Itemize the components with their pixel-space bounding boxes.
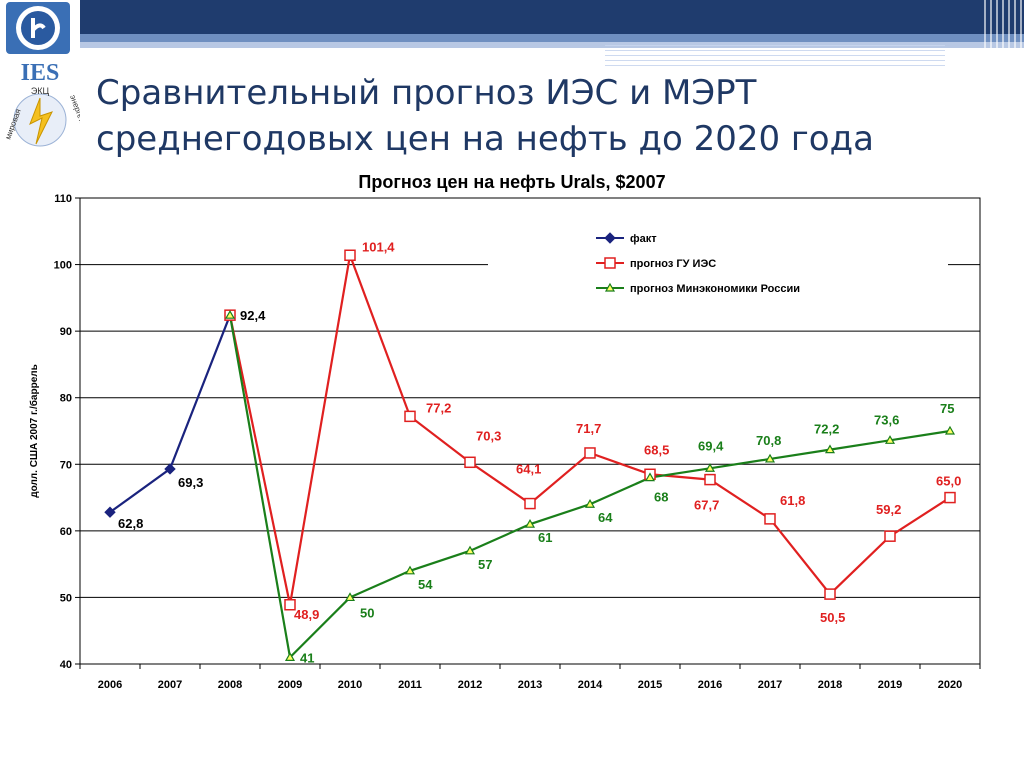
y-tick-label: 80 xyxy=(60,393,72,405)
data-point xyxy=(584,447,596,459)
y-tick-label: 60 xyxy=(60,526,72,538)
x-tick-label: 2014 xyxy=(578,679,603,691)
x-tick-label: 2010 xyxy=(338,679,362,691)
data-point xyxy=(824,444,836,454)
data-label: 75 xyxy=(940,401,954,416)
legend-marker xyxy=(604,257,616,269)
y-tick-label: 70 xyxy=(60,459,72,471)
header-bar-accent xyxy=(80,34,1024,42)
logo-ekc-text: ЭКЦ xyxy=(31,86,50,96)
x-tick-label: 2020 xyxy=(938,679,962,691)
data-point xyxy=(944,425,956,435)
data-point xyxy=(584,499,596,508)
data-label: 92,4 xyxy=(240,308,266,323)
data-point xyxy=(164,463,176,475)
data-label: 48,9 xyxy=(294,607,319,622)
data-label: 70,8 xyxy=(756,433,781,448)
legend-marker xyxy=(604,232,616,244)
data-point xyxy=(884,530,896,542)
y-axis-label: долл. США 2007 г./баррель xyxy=(28,364,40,498)
data-label: 61 xyxy=(538,530,552,545)
legend xyxy=(488,224,948,298)
x-tick-label: 2009 xyxy=(278,679,302,691)
data-label: 59,2 xyxy=(876,502,901,517)
data-label: 50,5 xyxy=(820,610,845,625)
data-label: 65,0 xyxy=(936,474,961,489)
x-tick-label: 2019 xyxy=(878,679,902,691)
header-bar xyxy=(80,0,1024,34)
header-stripes-decoration xyxy=(984,0,1024,70)
x-tick-label: 2016 xyxy=(698,679,722,691)
data-label: 68 xyxy=(654,490,668,505)
x-tick-label: 2011 xyxy=(398,679,422,691)
data-label: 77,2 xyxy=(426,400,451,415)
data-point xyxy=(884,435,896,444)
x-tick-label: 2013 xyxy=(518,679,542,691)
data-label: 69,4 xyxy=(698,438,724,453)
x-tick-label: 2015 xyxy=(638,679,662,691)
data-label: 62,8 xyxy=(118,516,143,531)
data-point xyxy=(224,309,236,319)
data-label: 71,7 xyxy=(576,421,601,436)
data-label: 68,5 xyxy=(644,442,669,457)
x-tick-label: 2006 xyxy=(98,679,122,691)
legend-label: факт xyxy=(630,233,657,245)
y-tick-label: 100 xyxy=(54,260,72,272)
y-tick-label: 40 xyxy=(60,659,72,671)
data-point xyxy=(284,652,296,661)
data-label: 50 xyxy=(360,605,374,620)
data-point xyxy=(524,497,536,510)
data-point xyxy=(404,410,416,423)
data-point xyxy=(764,453,776,463)
data-label: 101,4 xyxy=(362,239,395,254)
y-tick-label: 110 xyxy=(54,193,72,205)
x-tick-label: 2012 xyxy=(458,679,482,691)
x-tick-label: 2008 xyxy=(218,679,242,691)
data-point xyxy=(704,463,716,472)
logo-ies-text: IES xyxy=(21,60,60,86)
page-title-line2: среднегодовых цен на нефть до 2020 года xyxy=(96,119,874,159)
chart-title: Прогноз цен на нефть Urals, $2007 xyxy=(358,172,666,192)
page-title-line1: Сравнительный прогноз ИЭС и МЭРТ xyxy=(96,73,757,113)
data-label: 54 xyxy=(418,577,433,592)
data-label: 64 xyxy=(598,510,613,525)
y-tick-label: 90 xyxy=(60,326,72,338)
data-label: 67,7 xyxy=(694,498,719,513)
legend-label: прогноз Минэкономики России xyxy=(630,283,800,295)
x-tick-label: 2017 xyxy=(758,679,782,691)
data-point xyxy=(944,491,956,504)
header-grid-decoration xyxy=(605,44,945,66)
data-point xyxy=(464,456,476,469)
data-label: 57 xyxy=(478,557,492,572)
data-point xyxy=(344,249,356,262)
page-title: Сравнительный прогноз ИЭС и МЭРТ среднег… xyxy=(96,70,996,162)
y-tick-label: 50 xyxy=(60,592,72,604)
data-point xyxy=(524,518,536,528)
data-point xyxy=(824,588,836,600)
data-point xyxy=(704,473,716,486)
data-point xyxy=(644,472,656,482)
x-tick-label: 2018 xyxy=(818,679,842,691)
data-point xyxy=(284,599,296,611)
data-point xyxy=(344,592,356,602)
legend-label: прогноз ГУ ИЭС xyxy=(630,258,716,270)
data-label: 73,6 xyxy=(874,412,899,427)
x-tick-label: 2007 xyxy=(158,679,182,691)
data-label: 64,1 xyxy=(516,462,541,477)
header-bar-light xyxy=(80,42,1024,48)
data-label: 69,3 xyxy=(178,475,203,490)
legend-marker xyxy=(604,282,616,292)
data-point xyxy=(464,545,476,555)
data-label: 61,8 xyxy=(780,493,805,508)
data-label: 41 xyxy=(300,650,314,665)
data-point xyxy=(764,513,776,525)
data-label: 72,2 xyxy=(814,422,839,437)
data-point xyxy=(404,565,416,575)
data-point xyxy=(104,506,116,518)
data-label: 70,3 xyxy=(476,428,501,443)
